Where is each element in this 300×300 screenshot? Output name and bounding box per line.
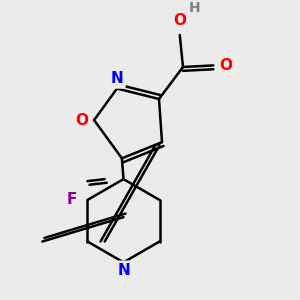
Text: N: N (111, 71, 123, 86)
Text: N: N (117, 263, 130, 278)
Text: H: H (188, 1, 200, 15)
Text: F: F (66, 192, 77, 207)
Text: O: O (75, 112, 88, 128)
Text: O: O (219, 58, 232, 73)
Text: O: O (173, 13, 186, 28)
